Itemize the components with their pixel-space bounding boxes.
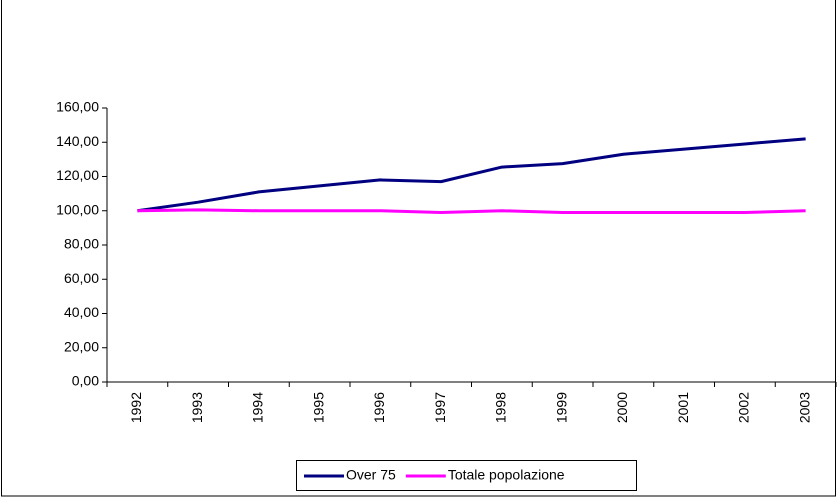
- x-tick-label: 1994: [250, 392, 266, 423]
- x-tick-label: 2003: [796, 392, 812, 423]
- x-tick-label: 2002: [736, 392, 752, 423]
- x-tick-label: 1997: [432, 392, 448, 423]
- legend-label: Totale popolazione: [448, 467, 565, 483]
- y-tick-label: 0,00: [72, 373, 99, 389]
- x-tick-label: 1993: [189, 392, 205, 423]
- x-tick-label: 1995: [310, 392, 326, 423]
- x-tick-label: 2001: [675, 392, 691, 423]
- x-tick-label: 1996: [371, 392, 387, 423]
- y-tick-label: 60,00: [64, 270, 99, 286]
- y-tick-label: 120,00: [56, 167, 99, 183]
- y-tick-label: 100,00: [56, 201, 99, 217]
- legend-box: [296, 460, 637, 491]
- x-tick-label: 2000: [614, 392, 630, 423]
- x-tick-label: 1998: [493, 392, 509, 423]
- y-tick-label: 80,00: [64, 236, 99, 252]
- y-tick-label: 20,00: [64, 338, 99, 354]
- legend-label: Over 75: [346, 467, 396, 483]
- line-series: [137, 137, 806, 213]
- x-tick-label: 1992: [128, 392, 144, 423]
- line-series: [137, 208, 806, 214]
- y-tick-label: 140,00: [56, 133, 99, 149]
- legend: Over 75 Totale popolazione: [296, 460, 637, 491]
- x-tick-label: 1999: [553, 392, 569, 423]
- y-tick-label: 160,00: [56, 99, 99, 115]
- y-tick-label: 40,00: [64, 304, 99, 320]
